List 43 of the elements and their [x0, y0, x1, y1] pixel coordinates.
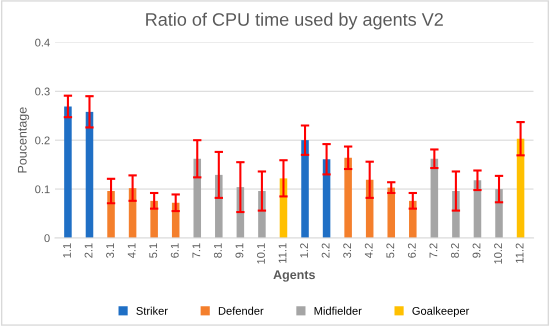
bar	[344, 158, 352, 238]
bar	[86, 112, 94, 238]
x-tick-label: 8.2	[451, 243, 459, 258]
x-tick-label: 4.1	[128, 243, 136, 258]
x-tick-label: 5.1	[149, 243, 158, 258]
legend-label: Defender	[218, 306, 264, 315]
bar	[322, 159, 330, 238]
x-tick-label: 3.2	[343, 243, 352, 258]
x-axis-title: Agents	[273, 270, 315, 282]
x-tick-label: 11.1	[278, 243, 286, 263]
bar	[64, 106, 72, 238]
y-tick-label: 0.3	[35, 88, 50, 96]
legend-label: Midfielder	[314, 306, 362, 315]
x-tick-label: 10.1	[257, 243, 265, 264]
bar	[301, 140, 309, 238]
bar	[474, 180, 482, 238]
y-tick-label: 0	[44, 234, 50, 242]
legend-label: Striker	[136, 306, 168, 315]
x-tick-label: 11.2	[516, 243, 524, 263]
x-tick-label: 6.2	[408, 243, 416, 258]
x-tick-label: 10.2	[494, 243, 502, 264]
bar	[516, 138, 524, 238]
y-axis-title: Poucentage	[18, 107, 30, 173]
x-tick-label: 9.1	[235, 243, 244, 258]
x-tick-label: 4.2	[364, 243, 373, 258]
x-tick-label: 5.2	[386, 243, 394, 258]
x-tick-label: 1.2	[300, 243, 308, 258]
bar	[430, 158, 438, 238]
x-tick-label: 8.1	[214, 243, 222, 258]
x-tick-label: 6.1	[170, 243, 179, 258]
x-tick-label: 2.2	[322, 243, 330, 258]
bar	[387, 188, 396, 238]
x-tick-label: 7.1	[192, 243, 200, 258]
x-tick-label: 1.1	[63, 243, 71, 258]
legend-label: Goalkeeper	[412, 306, 470, 318]
y-tick-label: 0.4	[35, 38, 50, 47]
y-tick-label: 0.2	[35, 136, 50, 144]
y-tick-label: 0.1	[35, 185, 50, 194]
chart-title: Ratio of CPU time used by agents V2	[146, 12, 443, 30]
x-tick-label: 2.1	[84, 243, 92, 258]
x-tick-label: 9.2	[472, 243, 480, 258]
x-tick-label: 3.1	[106, 243, 114, 258]
x-tick-label: 7.2	[429, 243, 438, 258]
